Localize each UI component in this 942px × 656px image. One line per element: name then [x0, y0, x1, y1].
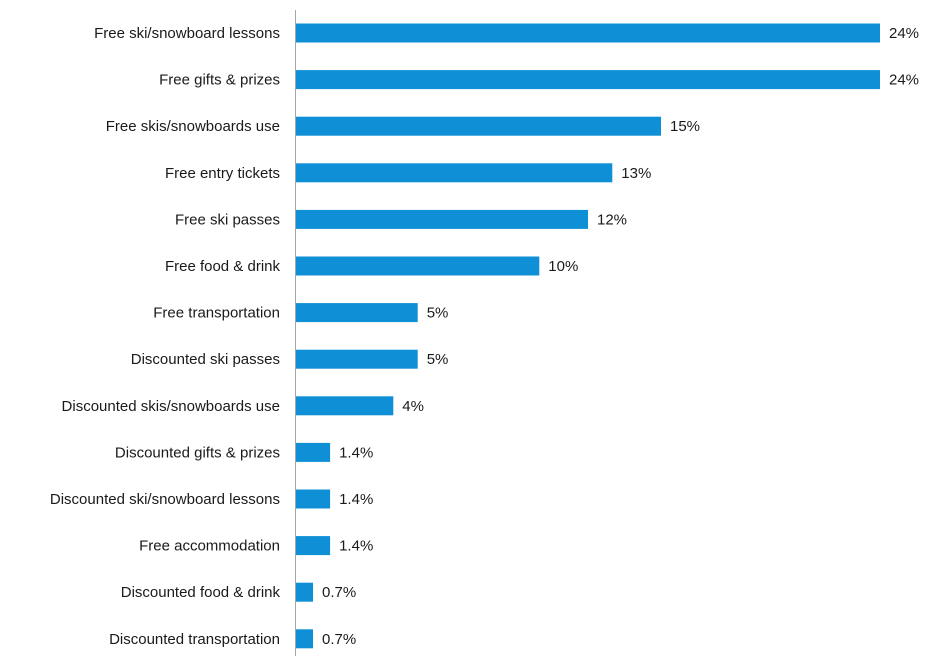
- value-label: 10%: [548, 258, 578, 275]
- category-label: Free ski/snowboard lessons: [94, 25, 280, 42]
- value-label: 13%: [621, 165, 651, 182]
- category-label: Free accommodation: [139, 538, 280, 555]
- category-label: Free transportation: [153, 305, 280, 322]
- bar: [296, 303, 418, 323]
- category-label: Discounted gifts & prizes: [115, 444, 280, 461]
- bar: [296, 442, 331, 462]
- bar: [296, 163, 613, 183]
- bar: [296, 536, 331, 556]
- value-label: 0.7%: [322, 584, 356, 601]
- category-label: Discounted transportation: [109, 631, 280, 648]
- category-label: Free entry tickets: [165, 165, 280, 182]
- value-label: 12%: [597, 211, 627, 228]
- category-label: Free gifts & prizes: [159, 72, 280, 89]
- bar: [296, 489, 331, 509]
- value-label: 0.7%: [322, 631, 356, 648]
- value-label: 5%: [427, 305, 449, 322]
- bar: [296, 256, 540, 276]
- category-label: Discounted skis/snowboards use: [62, 398, 280, 415]
- category-label: Free skis/snowboards use: [106, 118, 280, 135]
- value-label: 1.4%: [339, 491, 373, 508]
- bar: [296, 582, 313, 602]
- category-label: Discounted ski/snowboard lessons: [50, 491, 280, 508]
- category-label: Free ski passes: [175, 211, 280, 228]
- bar: [296, 23, 880, 43]
- value-label: 24%: [889, 25, 919, 42]
- category-label: Discounted food & drink: [121, 584, 281, 601]
- category-label: Free food & drink: [165, 258, 281, 275]
- value-label: 15%: [670, 118, 700, 135]
- bar: [296, 116, 661, 136]
- category-label: Discounted ski passes: [131, 351, 280, 368]
- bar: [296, 396, 394, 416]
- value-label: 24%: [889, 72, 919, 89]
- bar: [296, 349, 418, 369]
- value-label: 4%: [402, 398, 424, 415]
- value-label: 1.4%: [339, 538, 373, 555]
- value-label: 1.4%: [339, 444, 373, 461]
- bar: [296, 629, 313, 649]
- value-label: 5%: [427, 351, 449, 368]
- bar: [296, 70, 880, 90]
- bar: [296, 209, 588, 229]
